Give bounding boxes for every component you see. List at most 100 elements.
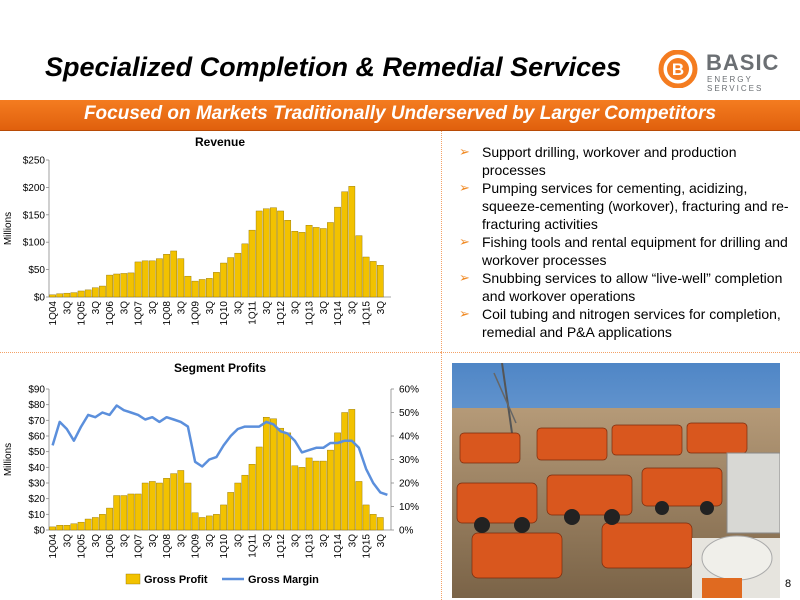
bar: [156, 482, 163, 531]
bar: [134, 493, 142, 531]
legend-swatch-gross-profit: [125, 573, 141, 585]
y2-tick-label: 10%: [399, 502, 419, 513]
x-tick-label: 1Q13: [305, 534, 316, 559]
x-tick-label: 3Q: [176, 301, 187, 315]
y2-tick-label: 50%: [399, 408, 419, 419]
x-tick-label: 3Q: [376, 301, 387, 315]
bar: [298, 467, 306, 531]
bar: [220, 262, 227, 298]
x-tick-label: 1Q09: [191, 534, 202, 559]
bar: [163, 478, 170, 531]
bar: [362, 256, 370, 298]
bar: [127, 493, 135, 531]
x-tick-label: 1Q11: [248, 301, 259, 325]
bar: [312, 460, 320, 531]
y-axis-label: Millions: [3, 212, 14, 245]
x-tick-label: 1Q10: [219, 534, 230, 559]
bar: [113, 495, 121, 531]
bar: [49, 526, 56, 531]
x-tick-label: 1Q07: [134, 301, 145, 326]
bar: [270, 418, 277, 531]
bar: [255, 446, 263, 531]
x-tick-label: 3Q: [347, 534, 358, 548]
y-tick-label: $150: [23, 210, 46, 221]
bar: [198, 279, 206, 298]
x-tick-label: 3Q: [233, 534, 244, 548]
x-tick-label: 3Q: [62, 534, 73, 548]
x-tick-label: 1Q11: [248, 534, 259, 558]
bar: [141, 482, 149, 531]
bar: [170, 250, 178, 298]
bar: [99, 514, 106, 531]
bar: [270, 207, 277, 298]
bar: [213, 272, 220, 298]
bar: [184, 482, 192, 531]
y-tick-label: $10: [28, 510, 45, 521]
bar: [341, 412, 349, 531]
bar: [327, 222, 334, 298]
x-tick-label: 3Q: [148, 301, 159, 315]
y2-tick-label: 40%: [399, 432, 419, 443]
bar: [248, 463, 256, 531]
bar: [148, 260, 156, 298]
gross-margin-line: [51, 404, 388, 496]
bar: [70, 523, 78, 531]
bar: [355, 235, 363, 298]
bar: [376, 517, 384, 531]
revenue-chart: Revenue Millions $0 $50 $100 $150 $200 $250 1Q04…: [3, 135, 391, 326]
bar: [348, 409, 356, 531]
bar: [56, 293, 64, 298]
basic-logo: B BASIC ENERGY SERVICES: [658, 49, 788, 93]
oilfield-pumping-equipment-photo: [452, 363, 780, 598]
bar: [63, 292, 71, 298]
segment-profits-chart: Segment Profits Millions $0 $10 $20 $30 $40 $50…: [3, 361, 419, 586]
logo-tagline: ENERGY SERVICES: [707, 75, 764, 93]
bar: [84, 518, 92, 531]
y-tick-label: $60: [28, 432, 45, 443]
bar: [341, 191, 349, 298]
x-tick-label: 1Q08: [162, 301, 173, 326]
y-tick-label: $70: [28, 416, 45, 427]
bar: [77, 521, 85, 531]
x-tick-label: 1Q10: [219, 301, 230, 326]
bullet-item: ➢ Fishing tools and rental equipment for …: [459, 234, 788, 268]
x-tick-label: 3Q: [91, 534, 102, 548]
bar: [106, 507, 113, 531]
bar: [305, 457, 313, 531]
bar: [205, 515, 213, 531]
legend-label-gross-margin: Gross Margin: [248, 574, 319, 586]
bar: [234, 252, 242, 298]
x-tick-label: 3Q: [205, 534, 216, 548]
bullet-item: ➢ Support drilling, workover and producti…: [459, 144, 737, 178]
bar: [120, 495, 128, 531]
x-tick-label: 1Q09: [191, 301, 202, 326]
bar: [184, 275, 192, 298]
bar: [277, 427, 284, 531]
logo-name: BASIC: [706, 50, 780, 75]
bar: [227, 257, 235, 298]
y-tick-label: $50: [28, 265, 45, 276]
bar: [234, 482, 242, 531]
bar: [177, 470, 185, 531]
bar: [63, 525, 71, 531]
x-tick-label: 1Q12: [276, 534, 287, 559]
bar: [106, 274, 113, 298]
bar: [170, 473, 178, 531]
y-tick-label: $200: [23, 183, 46, 194]
horizontal-divider-right: [441, 352, 800, 353]
y-tick-label: $50: [28, 447, 45, 458]
x-tick-label: 3Q: [62, 301, 73, 315]
bar: [99, 285, 106, 298]
bar: [362, 504, 370, 531]
subtitle-banner: Focused on Markets Traditionally Underse…: [0, 100, 800, 131]
bar: [77, 290, 85, 298]
bar: [91, 287, 99, 298]
x-tick-label: 1Q14: [333, 301, 344, 326]
y-tick-label: $30: [28, 479, 45, 490]
bar: [327, 449, 334, 531]
y-tick-label: $90: [28, 385, 45, 396]
x-tick-label: 3Q: [233, 301, 244, 315]
vertical-divider: [441, 131, 442, 600]
bar: [355, 481, 363, 531]
y2-tick-label: 30%: [399, 455, 419, 466]
